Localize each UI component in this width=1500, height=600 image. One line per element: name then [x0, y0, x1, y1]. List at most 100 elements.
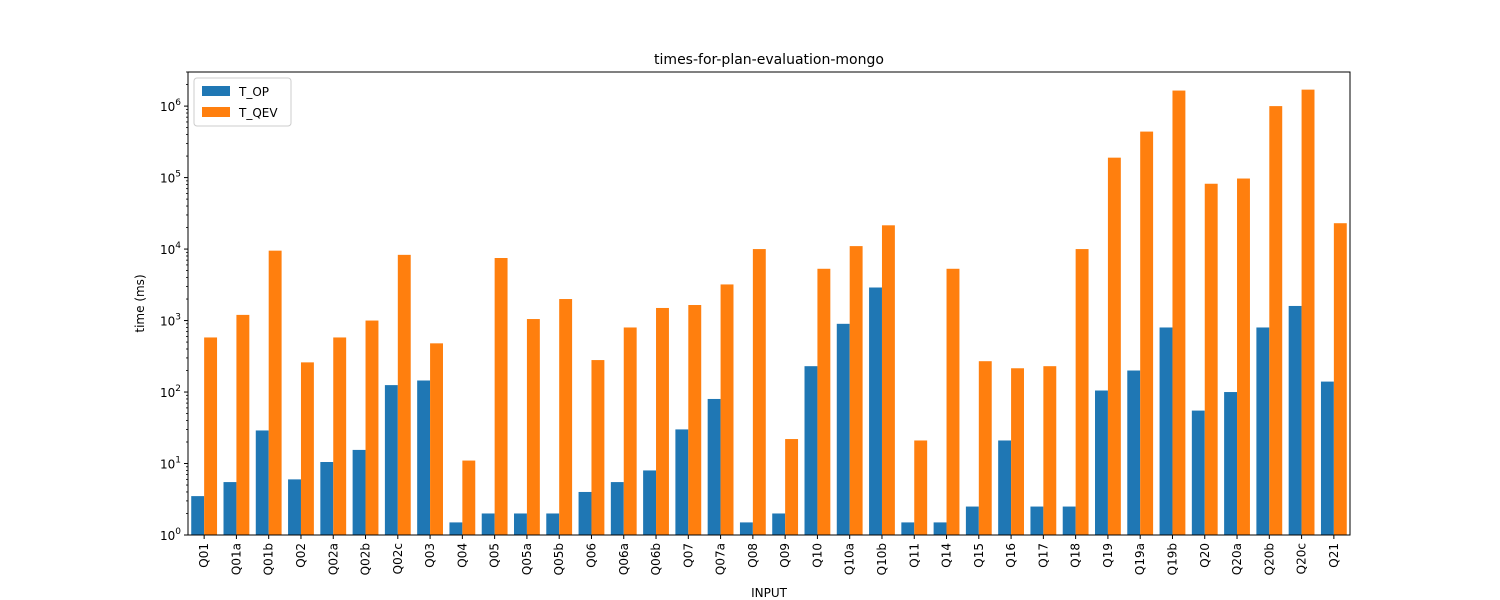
x-tick-label: Q15	[972, 543, 986, 568]
legend-swatch	[202, 86, 230, 96]
x-tick-label: Q10	[810, 543, 824, 568]
x-tick-label: Q11	[907, 543, 921, 568]
y-tick-label: 103	[160, 313, 181, 329]
bar-t-op-q04	[449, 522, 463, 535]
bar-t-qev-q10b	[881, 225, 895, 535]
bar-t-qev-q14	[946, 268, 960, 535]
x-tick-label: Q19b	[1165, 543, 1179, 575]
x-tick-label: Q05a	[520, 543, 534, 575]
x-tick-label: Q20	[1198, 543, 1212, 568]
x-tick-label: Q14	[940, 543, 954, 568]
x-tick-label: Q04	[455, 543, 469, 568]
bar-t-qev-q06a	[623, 327, 637, 535]
x-tick-label: Q01b	[262, 543, 276, 575]
y-tick-label: 102	[160, 384, 181, 400]
bar-t-qev-q18	[1075, 249, 1089, 535]
bar-t-op-q21	[1320, 381, 1334, 535]
bar-t-qev-q01	[204, 337, 218, 535]
bar-t-qev-q02a	[333, 337, 347, 535]
legend-swatch	[202, 107, 230, 117]
bar-t-qev-q10	[817, 268, 831, 535]
bar-t-op-q08	[739, 522, 753, 535]
bar-t-qev-q06b	[656, 307, 669, 535]
bar-t-op-q16	[998, 440, 1012, 535]
y-tick-label: 100	[160, 527, 181, 543]
bar-t-op-q01b	[255, 430, 269, 535]
x-tick-label: Q07a	[714, 543, 728, 575]
x-tick-label: Q02b	[359, 543, 373, 575]
x-axis-title: INPUT	[751, 586, 788, 600]
bar-t-op-q02b	[352, 449, 366, 535]
x-tick-label: Q10a	[843, 543, 857, 575]
bar-t-op-q20a	[1224, 392, 1238, 535]
plot-frame	[187, 71, 1351, 536]
y-tick-label: 105	[160, 170, 181, 186]
x-tick-label: Q09	[778, 543, 792, 568]
bar-t-op-q20	[1191, 410, 1205, 535]
bar-t-qev-q16	[1011, 368, 1024, 535]
x-tick-label: Q08	[746, 543, 760, 568]
bar-t-op-q18	[1062, 506, 1076, 535]
bar-t-op-q06b	[643, 470, 657, 535]
bar-t-qev-q11	[914, 440, 928, 535]
x-tick-label: Q20a	[1230, 543, 1244, 575]
x-tick-label: Q19a	[1133, 543, 1147, 575]
bar-t-qev-q21	[1333, 223, 1347, 535]
bar-t-qev-q05	[494, 258, 508, 535]
legend: T_OP T_QEV	[193, 77, 292, 127]
bar-t-qev-q04	[462, 460, 476, 535]
bar-t-qev-q20b	[1269, 106, 1283, 536]
bar-t-op-q07a	[707, 398, 721, 535]
bar-t-qev-q06	[591, 360, 605, 535]
x-tick-label: Q06	[584, 543, 598, 568]
x-tick-label: Q21	[1327, 543, 1341, 568]
legend-label: T_OP	[238, 85, 269, 99]
y-axis: 100 101 102 103 104 105 106	[160, 71, 188, 543]
bar-t-qev-q01b	[268, 250, 282, 535]
x-tick-label: Q03	[423, 543, 437, 568]
bar-t-op-q02	[288, 479, 301, 535]
bar-t-qev-q20	[1204, 183, 1218, 535]
bar-t-op-q14	[933, 522, 947, 535]
x-tick-label: Q06a	[617, 543, 631, 575]
x-tick-label: Q20c	[1295, 543, 1309, 574]
bar-t-qev-q02	[300, 362, 314, 535]
x-tick-label: Q01	[197, 543, 211, 568]
bar-t-op-q17	[1030, 506, 1044, 535]
x-tick-label: Q06b	[649, 543, 663, 575]
bar-t-op-q01	[191, 496, 205, 535]
x-tick-label: Q01a	[229, 543, 243, 575]
bar-t-qev-q05b	[559, 299, 573, 535]
bar-t-qev-q20a	[1237, 178, 1250, 535]
bar-t-op-q09	[772, 513, 786, 535]
x-tick-label: Q17	[1036, 543, 1050, 568]
bar-t-qev-q10a	[849, 246, 863, 536]
bar-t-qev-q09	[785, 439, 799, 535]
bar-t-op-q01a	[223, 482, 237, 535]
x-tick-label: Q20b	[1262, 543, 1276, 575]
bar-t-qev-q03	[430, 343, 443, 535]
x-tick-label: Q05b	[552, 543, 566, 575]
bar-t-op-q19	[1095, 390, 1108, 535]
bar-t-qev-q15	[978, 361, 992, 535]
chart-title: times-for-plan-evaluation-mongo	[654, 52, 884, 68]
bar-t-op-q19a	[1127, 370, 1141, 535]
x-tick-label: Q02	[294, 543, 308, 568]
bar-t-op-q10a	[836, 323, 850, 535]
y-tick-label: 104	[160, 241, 181, 257]
bar-t-op-q06a	[610, 482, 624, 535]
x-tick-label: Q05	[488, 543, 502, 568]
bar-t-qev-q08	[752, 249, 766, 535]
bar-t-qev-q02b	[365, 320, 379, 535]
bar-t-op-q20b	[1256, 327, 1270, 535]
bar-t-qev-q19b	[1172, 90, 1186, 535]
bar-t-op-q05	[481, 513, 495, 535]
x-tick-label: Q07	[681, 543, 695, 568]
bar-t-op-q19b	[1159, 327, 1173, 535]
x-tick-label: Q18	[1069, 543, 1083, 568]
bar-t-op-q20c	[1288, 305, 1302, 535]
bar-t-op-q15	[965, 506, 979, 535]
bar-t-op-q02a	[320, 462, 334, 535]
y-tick-label: 101	[160, 456, 181, 472]
bar-t-op-q03	[417, 380, 431, 535]
